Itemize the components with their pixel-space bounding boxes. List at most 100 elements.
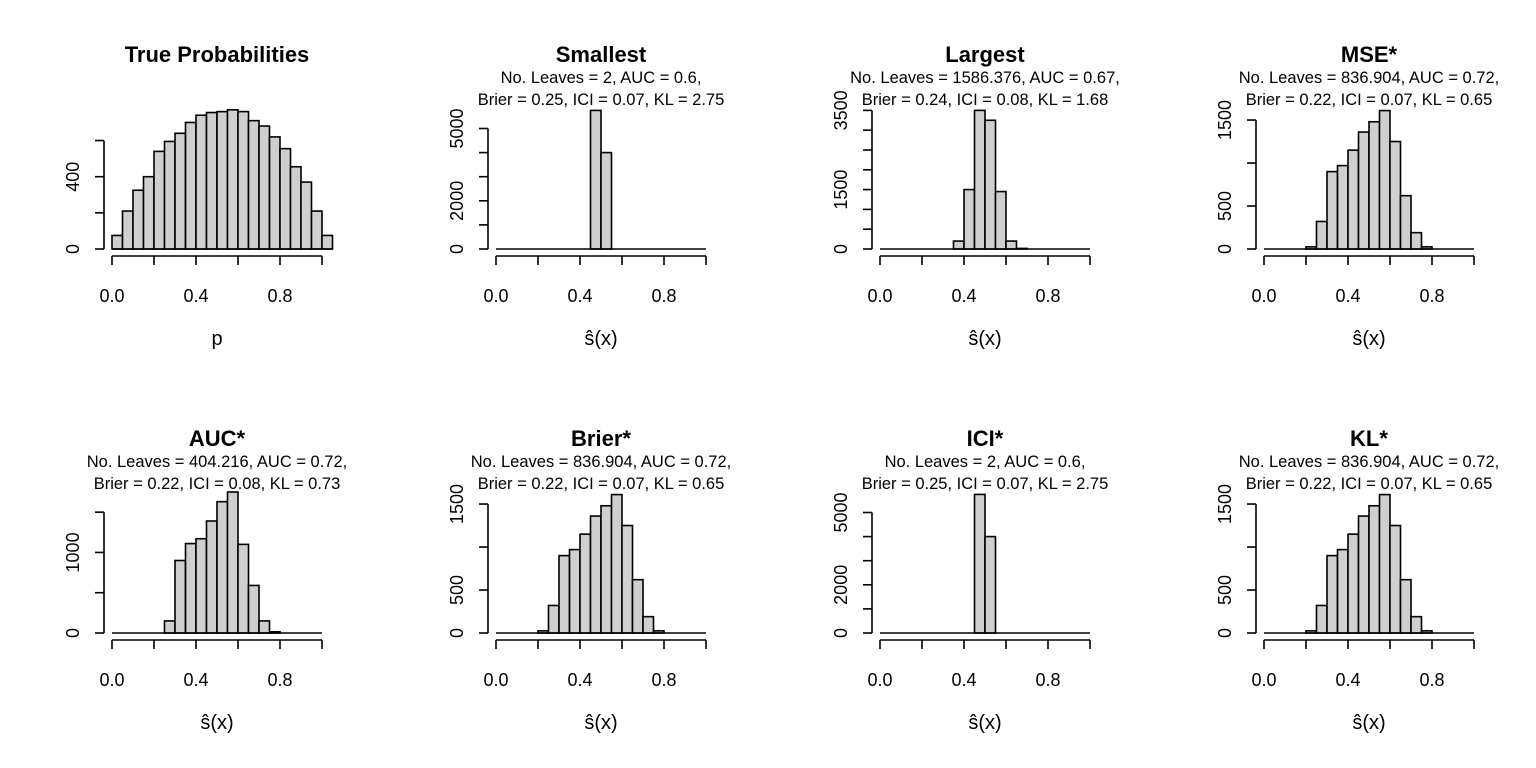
- histogram-bar: [216, 110, 229, 250]
- x-tick-label: 0.0: [1251, 670, 1276, 690]
- x-tick-label: 0.4: [951, 286, 976, 306]
- x-axis-label: ŝ(x): [968, 712, 1001, 734]
- histogram-bar: [321, 234, 334, 250]
- panel-subtitle: No. Leaves = 2, AUC = 0.6,: [885, 453, 1086, 471]
- histogram-bar: [237, 110, 250, 250]
- panel-subtitle: Brier = 0.25, ICI = 0.07, KL = 2.75: [478, 91, 725, 109]
- panel-title: True Probabilities: [125, 42, 310, 67]
- histogram-bar: [631, 578, 644, 634]
- histogram-panel: True Probabilities 0.0 0.4 0.8 p 0 400: [63, 42, 334, 350]
- x-tick-label: 0.8: [1419, 286, 1444, 306]
- histogram-bar: [547, 604, 560, 634]
- histogram-bar: [621, 524, 634, 634]
- panel-title: MSE*: [1341, 42, 1398, 67]
- histogram-bar: [184, 121, 197, 250]
- histogram-bar: [1410, 231, 1423, 250]
- x-tick-label: 0.4: [1335, 670, 1360, 690]
- x-tick-label: 0.0: [99, 670, 124, 690]
- histogram-bar: [1378, 493, 1391, 634]
- panel-title: Smallest: [556, 42, 647, 67]
- histogram-bar: [289, 165, 302, 250]
- histogram-bar: [1347, 149, 1360, 250]
- histogram-bar: [226, 491, 239, 634]
- y-tick-label: 0: [447, 244, 467, 254]
- histogram-bar: [279, 147, 292, 250]
- y-tick-label: 500: [1215, 191, 1235, 221]
- panel-subtitle: Brier = 0.22, ICI = 0.07, KL = 0.65: [478, 475, 725, 493]
- histogram-bar: [1326, 170, 1339, 250]
- y-tick-label: 400: [63, 162, 83, 192]
- histogram-bar: [1357, 131, 1370, 250]
- histogram-bar: [205, 520, 218, 634]
- x-tick-label: 0.0: [99, 286, 124, 306]
- histogram-bar: [963, 188, 976, 250]
- x-tick-label: 0.0: [483, 670, 508, 690]
- panel-title: KL*: [1350, 426, 1388, 451]
- y-tick-label: 0: [63, 244, 83, 254]
- histogram-bar: [973, 493, 986, 634]
- histogram-bar: [1378, 109, 1391, 250]
- y-tick-label: 3500: [831, 90, 851, 130]
- x-tick-label: 0.0: [867, 286, 892, 306]
- y-tick-label: 0: [447, 628, 467, 638]
- histogram-bar: [1005, 240, 1018, 250]
- histogram-bar: [1410, 615, 1423, 634]
- y-tick-label: 0: [831, 628, 851, 638]
- histogram-bar: [1368, 120, 1381, 250]
- x-tick-label: 0.0: [483, 286, 508, 306]
- panel-subtitle: Brier = 0.22, ICI = 0.08, KL = 0.73: [94, 475, 341, 493]
- x-axis-label: ŝ(x): [1352, 712, 1385, 734]
- histogram-panel: Brier* No. Leaves = 836.904, AUC = 0.72, B…: [447, 426, 731, 734]
- histogram-bar: [1336, 548, 1349, 634]
- histogram-bar: [589, 515, 602, 634]
- panel-title: Brier*: [571, 426, 631, 451]
- histogram-panel: Smallest No. Leaves = 2, AUC = 0.6, Brier …: [447, 42, 724, 350]
- histogram-bar: [237, 543, 250, 634]
- y-tick-label: 0: [1215, 628, 1235, 638]
- histogram-bar: [600, 151, 613, 250]
- histogram-bar: [258, 620, 271, 634]
- x-axis-label: ŝ(x): [968, 328, 1001, 350]
- panel-subtitle: Brier = 0.22, ICI = 0.07, KL = 0.65: [1246, 475, 1493, 493]
- histogram-bar: [579, 533, 592, 634]
- y-tick-label: 0: [63, 628, 83, 638]
- x-tick-label: 0.8: [1419, 670, 1444, 690]
- x-tick-label: 0.8: [267, 670, 292, 690]
- histogram-bar: [300, 181, 313, 250]
- histogram-bar: [1315, 604, 1328, 634]
- panel-subtitle: No. Leaves = 404.216, AUC = 0.72,: [87, 453, 348, 471]
- histogram-bar: [1399, 578, 1412, 634]
- histogram-panel: ICI* No. Leaves = 2, AUC = 0.6, Brier = 0.…: [831, 426, 1108, 734]
- histogram-bar: [1389, 140, 1402, 250]
- panel-subtitle: No. Leaves = 836.904, AUC = 0.72,: [471, 453, 732, 471]
- y-tick-label: 1000: [63, 532, 83, 572]
- panel-subtitle: Brier = 0.24, ICI = 0.08, KL = 1.68: [862, 91, 1109, 109]
- x-tick-label: 0.8: [267, 286, 292, 306]
- x-tick-label: 0.4: [951, 670, 976, 690]
- histogram-bar: [973, 109, 986, 250]
- x-tick-label: 0.8: [651, 670, 676, 690]
- panel-title: Largest: [945, 42, 1025, 67]
- x-tick-label: 0.4: [183, 286, 208, 306]
- y-tick-label: 0: [1215, 244, 1235, 254]
- histogram-bar: [258, 125, 271, 250]
- histogram-bar: [163, 140, 176, 250]
- histogram-bar: [600, 504, 613, 634]
- panel-subtitle: No. Leaves = 836.904, AUC = 0.72,: [1239, 69, 1500, 87]
- histogram-bar: [1399, 194, 1412, 250]
- histogram-bar: [153, 150, 166, 250]
- histogram-bar: [568, 548, 581, 634]
- histogram-bar: [610, 493, 623, 634]
- histogram-bar: [111, 234, 124, 250]
- panel-subtitle: No. Leaves = 836.904, AUC = 0.72,: [1239, 453, 1500, 471]
- x-tick-label: 0.4: [183, 670, 208, 690]
- histogram-bar: [205, 111, 218, 250]
- x-axis-label: ŝ(x): [1352, 328, 1385, 350]
- y-tick-label: 5000: [447, 108, 467, 148]
- histogram-panel: MSE* No. Leaves = 836.904, AUC = 0.72, Bri…: [1215, 42, 1499, 350]
- x-axis-label: ŝ(x): [200, 712, 233, 734]
- y-tick-label: 1500: [1215, 484, 1235, 524]
- histogram-bar: [1336, 164, 1349, 250]
- y-tick-label: 0: [831, 244, 851, 254]
